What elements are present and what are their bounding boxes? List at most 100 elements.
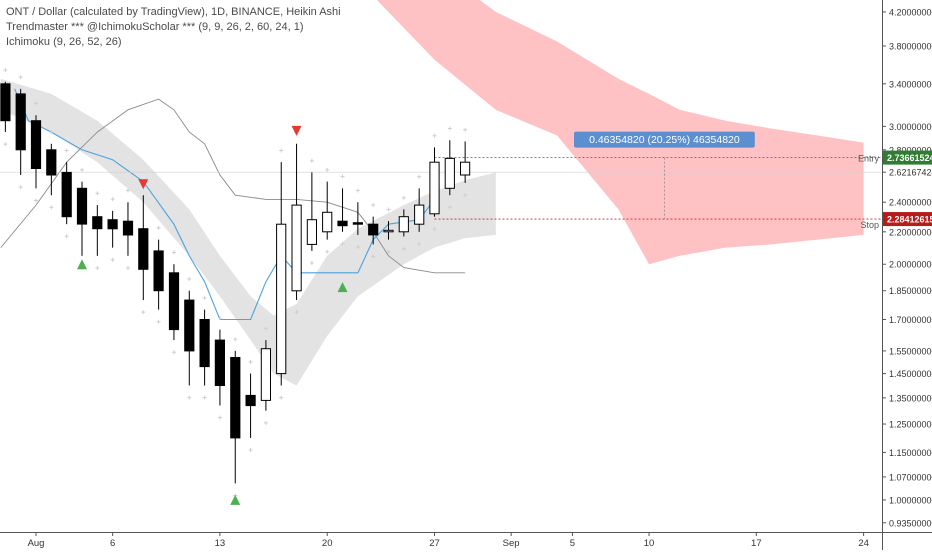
trendmaster-dot (3, 68, 8, 73)
ichimoku-indicator-title[interactable]: Ichimoku (9, 26, 52, 26) (6, 36, 122, 48)
time-tick-label: 10 (644, 538, 655, 549)
price-tick-label: 4.20000000 (889, 7, 932, 17)
trendmaster-dot (64, 234, 69, 239)
trendmaster-dot (263, 326, 268, 331)
entry-price-tag-bg (883, 150, 932, 165)
price-tick-label: 2.62167424 (889, 168, 932, 178)
candle-body (199, 319, 210, 368)
trendmaster-dot (325, 249, 330, 254)
trendmaster-dot (386, 207, 391, 212)
trendmaster-dot (432, 133, 437, 138)
candle-body (322, 211, 333, 233)
stop-text: Stop (860, 220, 879, 230)
stop-price-tag: 2.28412615 (887, 215, 932, 225)
candle-body (30, 120, 42, 169)
trendmaster-dot (125, 188, 130, 193)
price-tick-label: 3.00000000 (889, 122, 932, 132)
trendmaster-dot (447, 126, 452, 131)
price-tick-label: 2.00000000 (889, 260, 932, 270)
candle-body (76, 187, 88, 225)
trendmaster-dot (18, 185, 23, 190)
trendmaster-dot (463, 193, 468, 198)
candle-body (398, 216, 409, 233)
entry-price-tag: 2.73661524 (887, 153, 932, 163)
trendmaster-dot (432, 226, 437, 231)
trendmaster-dot (125, 265, 130, 270)
time-tick-label: 20 (322, 538, 333, 549)
trendmaster-dot (401, 195, 406, 200)
candle-body (138, 228, 149, 270)
trendmaster-dot (248, 359, 253, 364)
price-tick-label: 3.40000000 (889, 79, 932, 89)
trendmaster-dot (463, 127, 468, 132)
candle-body (214, 339, 226, 387)
price-tick-label: 1.00000000 (889, 495, 932, 505)
symbol-title[interactable]: ONT / Dollar (calculated by TradingView)… (6, 6, 341, 18)
price-tick-label: 2.80000000 (889, 145, 932, 155)
sell-signal-arrow (138, 179, 149, 190)
trendmaster-dot (110, 257, 115, 262)
candle-body (184, 299, 195, 352)
trendmaster-dot (401, 246, 406, 251)
trendmaster-dot (371, 203, 376, 208)
trendmaster-band (0, 78, 496, 386)
candle-body (46, 149, 57, 176)
time-tick-label: 5 (570, 538, 575, 549)
sell-signal-arrow (291, 125, 302, 136)
candle-body (414, 204, 425, 225)
measure-label-box[interactable] (574, 131, 755, 148)
trendmaster-dot (202, 395, 207, 400)
time-tick-label: Aug (28, 538, 45, 549)
candle-body (368, 223, 379, 236)
candle-body (429, 161, 440, 215)
price-axis-bg (882, 0, 932, 550)
trendmaster-dot (263, 420, 268, 425)
price-tick-label: 1.25000000 (889, 420, 932, 430)
chart-legend: ONT / Dollar (calculated by TradingView)… (6, 5, 341, 50)
measurement-layer[interactable]: 0.46354820 (20.25%) 46354820 (574, 131, 755, 220)
trendmaster-dot (110, 197, 115, 202)
candle-body (0, 83, 11, 122)
trendmaster-dot (49, 130, 54, 135)
time-tick-label: 17 (751, 538, 762, 549)
candle-body (15, 93, 26, 151)
time-tick-label: 24 (858, 538, 869, 549)
trendmaster-gray-line (0, 98, 466, 274)
trendmaster-dot (141, 310, 146, 315)
trendmaster-dot (187, 395, 192, 400)
candle-body (230, 357, 241, 439)
price-tick-label: 1.55000000 (889, 346, 932, 356)
candle-body (245, 394, 256, 407)
trendmaster-dot (355, 245, 360, 250)
time-tick-label: 6 (110, 538, 115, 549)
trendmaster-blue-line (14, 88, 435, 321)
measure-label: 0.46354820 (20.25%) 46354820 (589, 134, 740, 146)
trendmaster-dot (447, 205, 452, 210)
trendmaster-dot (340, 174, 345, 179)
trendmaster-dot (34, 198, 39, 203)
time-axis-bg (0, 532, 932, 550)
trendmaster-band-layer (0, 78, 496, 386)
trendmaster-dot (279, 148, 284, 153)
candle-body (306, 219, 317, 245)
time-tick-label: Sep (503, 538, 520, 549)
candle-body (291, 204, 302, 292)
buy-signal-arrow (230, 494, 241, 505)
trendmaster-dot (49, 205, 54, 210)
trendmaster-dot (171, 350, 176, 355)
price-tick-label: 1.15000000 (889, 448, 932, 458)
candle-body (122, 220, 134, 236)
trendmaster-dot (217, 415, 222, 420)
trendmaster-dot (156, 225, 161, 230)
trendmaster-dot (279, 395, 284, 400)
price-tick-label: 1.85000000 (889, 286, 932, 296)
trendmaster-dot (18, 75, 23, 80)
trendmaster-dot (171, 250, 176, 255)
trendmaster-dot (34, 101, 39, 106)
trendmaster-dot (371, 254, 376, 259)
trendmaster-indicator-title[interactable]: Trendmaster *** @IchimokuScholar *** (9,… (6, 21, 304, 33)
trendmaster-dot (248, 448, 253, 453)
